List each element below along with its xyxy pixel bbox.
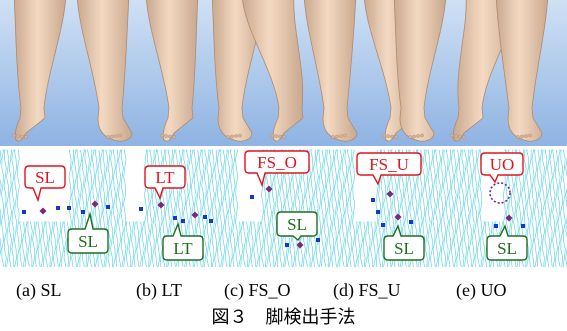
sensor-point [139,207,143,211]
leg-figure [77,0,133,142]
callout-text: FS_U [369,155,409,174]
callout-text: SL [35,168,55,187]
callout-bubble: SL [486,224,528,261]
sensor-point [285,243,289,247]
sensor-point [409,220,413,224]
sensor-point [381,223,385,227]
callout-text: UO [490,155,515,174]
leg-estimate-point [265,185,273,193]
sensor-scan-strip: SL SL LT LT FS_O SL FS_U SL UO SL [0,148,567,275]
legs-render-strip [0,0,567,146]
panel-label-d: (d) FS_U [333,280,401,300]
callout-bubble: SL [24,165,66,203]
panel-label-e: (e) UO [456,280,507,300]
leg-figure [242,0,304,142]
panel-label-a: (a) SL [16,280,62,300]
leg-estimate-point [39,207,47,215]
leg-figure [393,0,446,142]
callout-text: SL [287,215,307,234]
sensor-point [521,224,525,228]
sensor-point [250,195,254,199]
sensor-point [106,205,110,209]
leg-estimate-point [91,200,99,208]
sensor-point [376,210,380,214]
panel-label-c: (c) FS_O [224,280,291,300]
callout-bubble: LT [144,165,186,200]
sensor-point [494,224,498,228]
leg-estimate-point [394,213,402,221]
sensor-points [139,201,213,223]
sensor-point [81,210,85,214]
sensor-point [209,219,213,223]
leg-estimate-point [191,211,199,219]
sensor-point [371,198,375,202]
callout-bubble: FS_O [244,150,310,188]
sensor-point [181,219,185,223]
sensor-points [250,185,320,249]
sensor-points [494,214,525,228]
sensor-point [56,206,60,210]
sensor-point [173,216,177,220]
callout-bubble: SL [383,224,425,261]
callout-bubble: FS_U [356,152,422,186]
callout-text: LT [173,239,193,258]
callout-text: SL [497,239,517,258]
leg-figure [211,0,264,142]
sensor-points [371,190,413,227]
leg-estimate-point [505,214,513,222]
callout-bubble: UO [480,152,524,184]
leg-estimate-point [157,201,165,209]
sensor-point [22,210,26,214]
leg-figure [12,0,66,142]
callout-text: FS_O [257,153,297,172]
occluded-leg-circle [489,182,511,204]
callout-bubble: SL [276,211,318,241]
callout-text: SL [394,239,414,258]
callout-bubble: LT [162,221,204,261]
sensor-points [22,200,110,215]
callout-text: SL [78,232,98,251]
leg-estimate-point [386,190,394,198]
sensor-point [203,215,207,219]
panel-label-b: (b) LT [136,280,182,300]
sensor-point [67,206,71,210]
leg-figure [495,0,549,142]
leg-figure [146,0,199,142]
leg-figure [304,0,358,142]
sensor-point [316,238,320,242]
leg-detection-figure: SL SL LT LT FS_O SL FS_U SL UO SL [0,0,567,275]
figure-caption: 図３ 脚検出手法 [211,307,356,327]
leg-estimate-point [296,241,304,249]
callout-bubble: SL [67,211,109,254]
callout-text: LT [155,168,175,187]
